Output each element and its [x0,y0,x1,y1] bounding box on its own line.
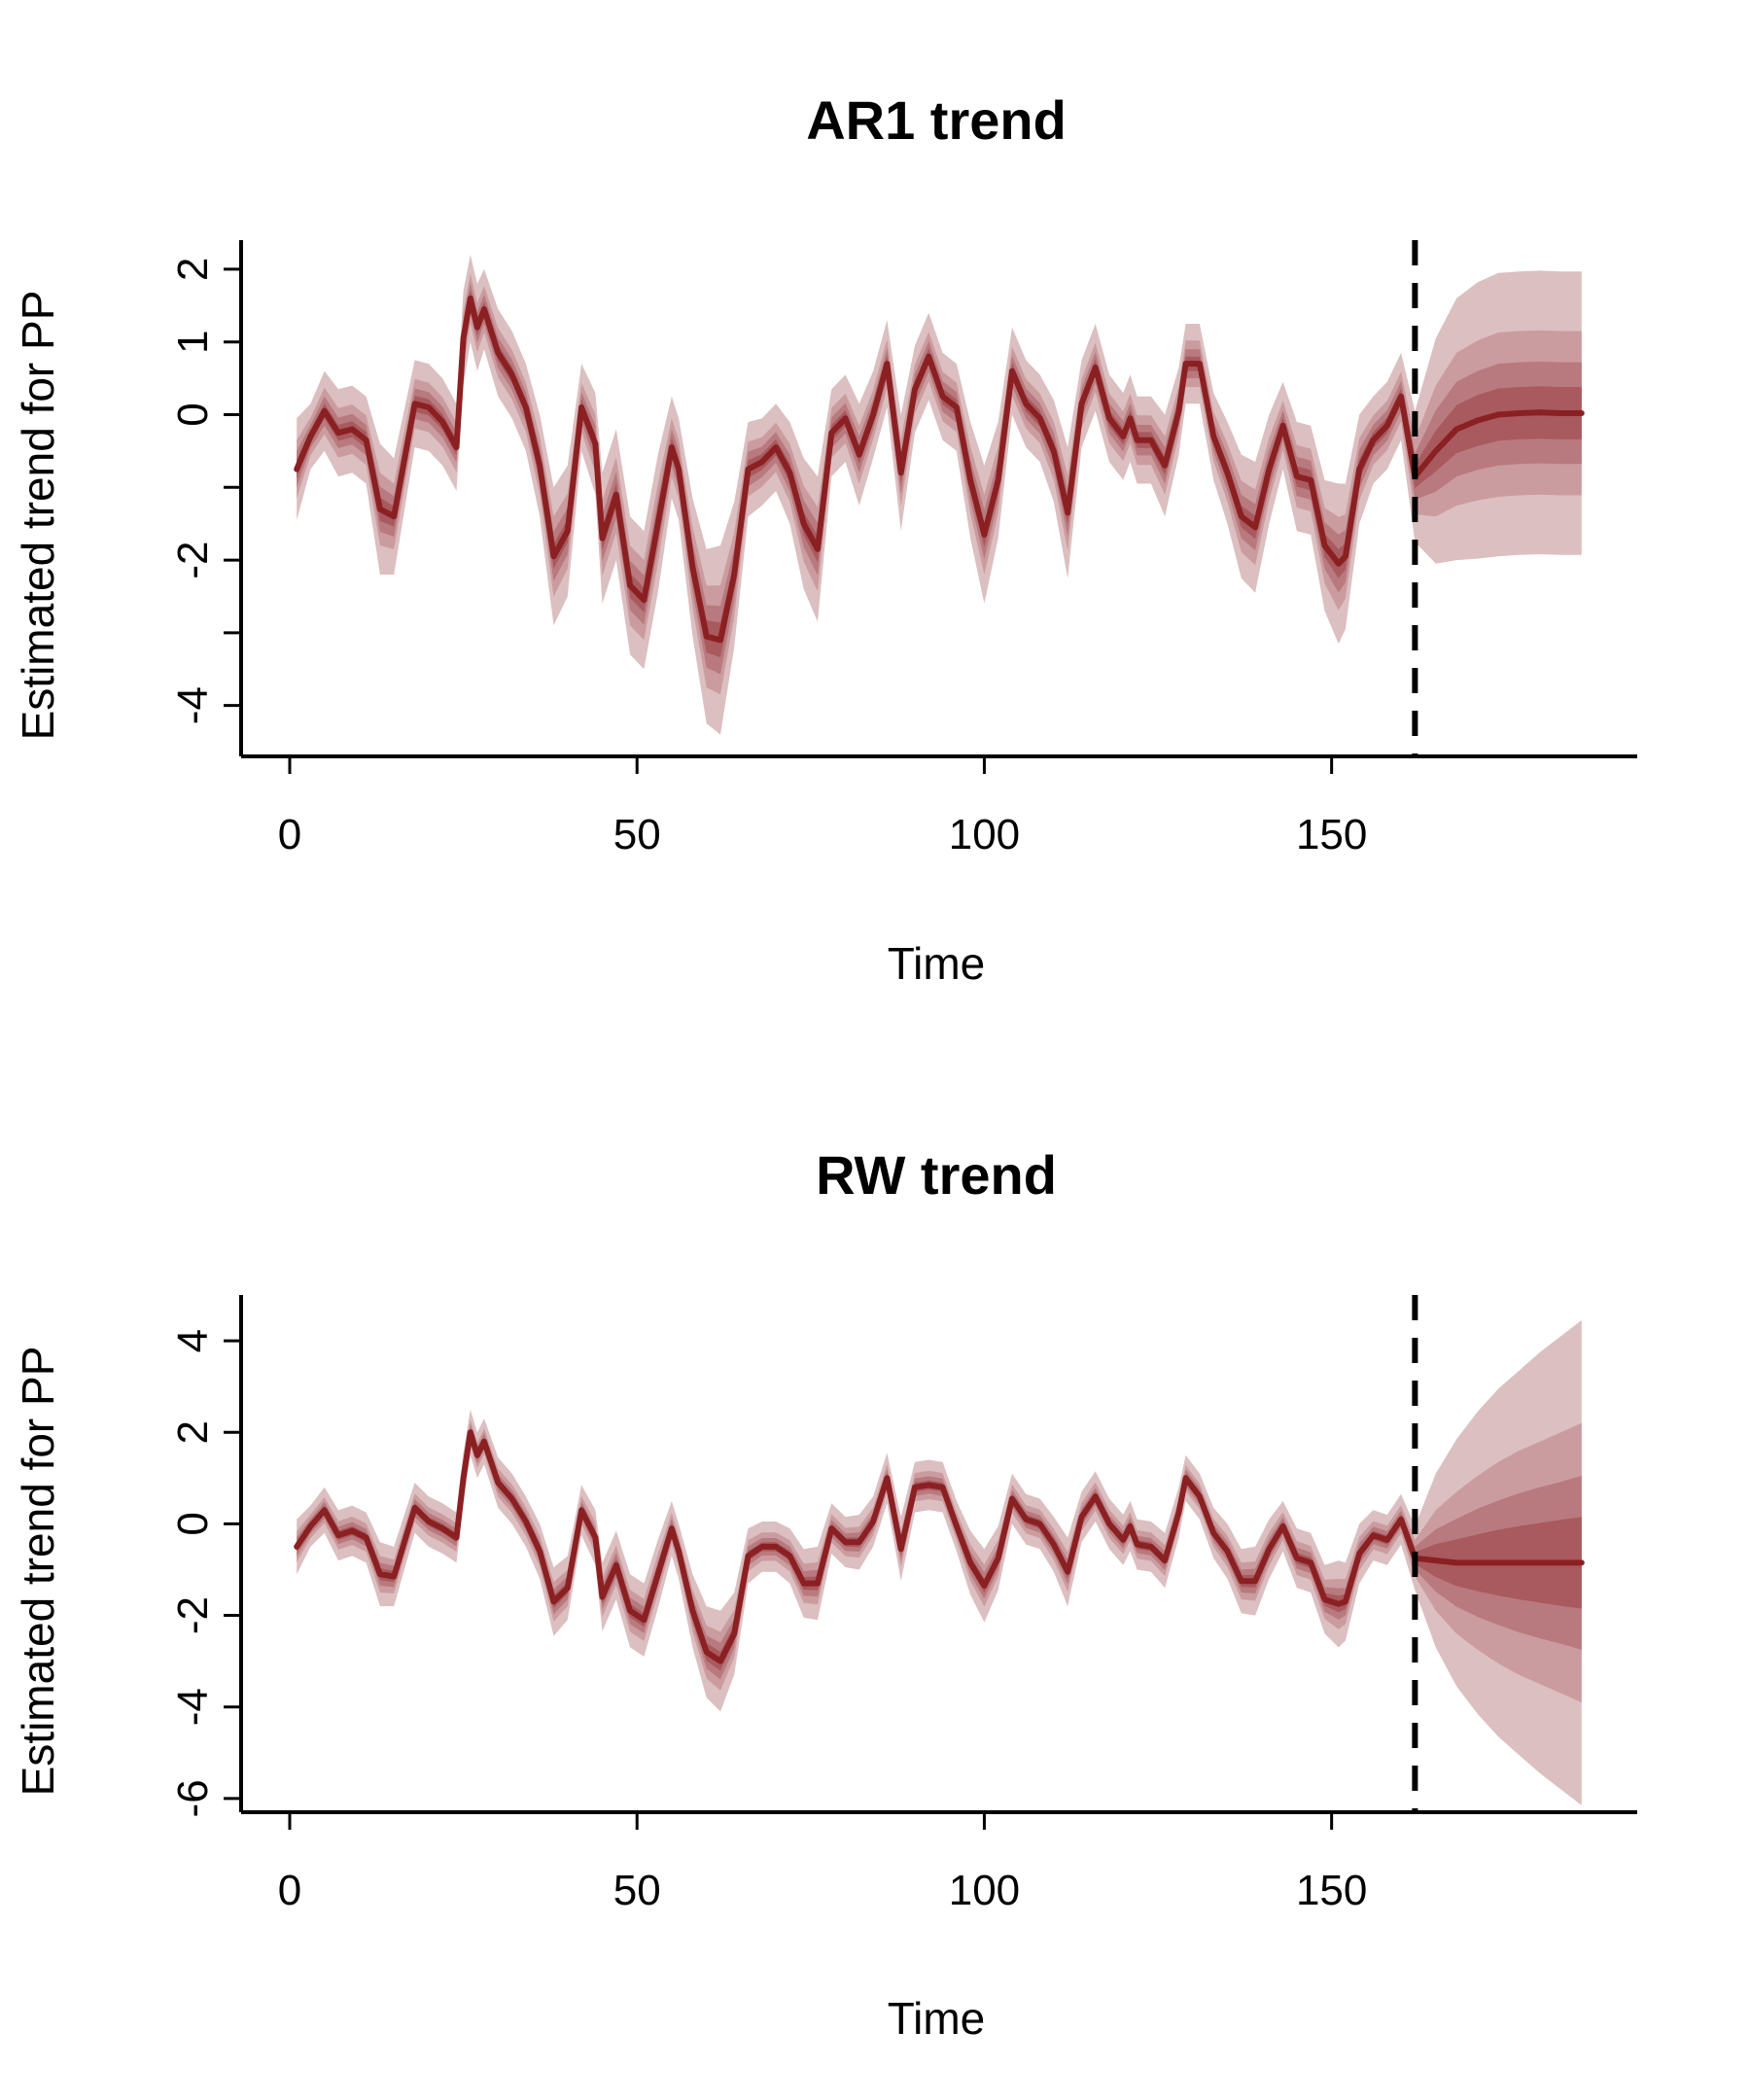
rw-x-tick-label: 100 [949,1867,1020,1914]
rw-uncertainty-bands [297,1319,1582,1805]
ar1-axes: -4 -2 0 1 2 0 50 100 150 [169,240,1637,858]
rw-y-tick-label: 4 [169,1329,217,1352]
rw-median-layer [294,1429,1585,1664]
rw-band-b2 [297,1419,1582,1702]
rw-axes: -6 -4 -2 0 2 4 0 50 100 150 [169,1295,1637,1914]
ar1-x-tick-label: 50 [613,811,661,858]
rw-trend-title: RW trend [816,1144,1057,1206]
rw-x-axis-label: Time [888,1993,986,2044]
ar1-x-tick-label: 0 [278,811,301,858]
rw-x-tick-label: 150 [1296,1867,1367,1914]
rw-y-tick-label: -2 [169,1596,217,1634]
ar1-uncertainty-bands [297,255,1582,735]
ar1-y-tick-label: 1 [169,330,217,353]
ar1-median-line [294,295,1585,644]
rw-median-line [294,1429,1585,1664]
ar1-y-tick-label: 2 [169,258,217,281]
ar1-x-axis-label: Time [888,938,986,989]
ar1-y-tick-label: -2 [169,542,217,579]
rw-y-tick-label: 2 [169,1420,217,1444]
rw-y-axis-label: Estimated trend for PP [13,1347,63,1797]
ar1-y-tick-label: 0 [169,402,217,426]
ar1-trend-panel: AR1 trend Estimated trend for PP Time -4… [13,89,1637,989]
ar1-x-tick-label: 100 [949,811,1020,858]
rw-y-tick-label: -6 [169,1779,217,1817]
ar1-y-axis-label: Estimated trend for PP [13,291,63,741]
ar1-band-outer [297,255,1582,735]
rw-x-tick-label: 50 [613,1867,661,1914]
ar1-median-layer [294,295,1585,644]
ar1-trend-title: AR1 trend [806,89,1067,151]
rw-y-tick-label: 0 [169,1512,217,1535]
rw-trend-panel: RW trend Estimated trend for PP Time -6-… [13,1144,1637,2044]
ar1-y-tick-label: -4 [169,686,217,724]
rw-y-tick-label: -4 [169,1688,217,1726]
rw-x-tick-label: 0 [278,1867,301,1914]
ar1-x-tick-label: 150 [1296,811,1367,858]
